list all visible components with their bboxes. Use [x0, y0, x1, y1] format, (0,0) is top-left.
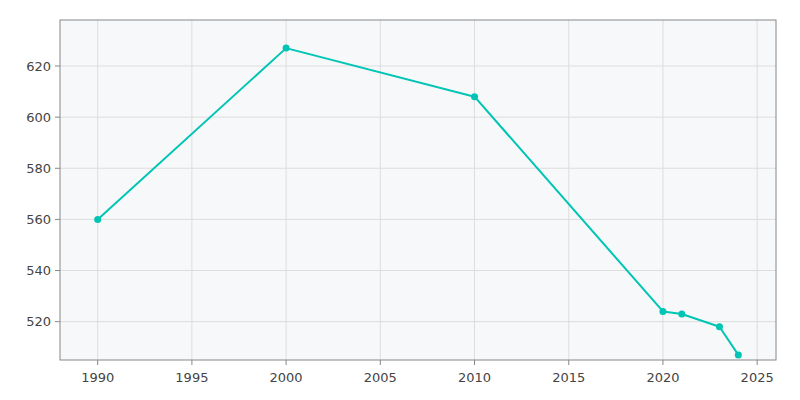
point	[94, 216, 101, 223]
y-tick-label: 540	[26, 263, 51, 278]
point	[659, 308, 666, 315]
y-tick	[55, 321, 60, 322]
y-grid-line	[60, 66, 776, 67]
x-grid-line	[286, 20, 287, 360]
line	[98, 48, 739, 355]
y-grid-line	[60, 270, 776, 271]
x-grid-line	[380, 20, 381, 360]
y-tick-label: 580	[26, 161, 51, 176]
chart-container: 1990 1995 2000 2005 2010 2015 2020 2025 520 540 56…	[0, 0, 800, 400]
tick-labels: 1990 1995 2000 2005 2010 2015 2020 2025 520 540 56…	[26, 59, 774, 385]
y-tick	[55, 168, 60, 169]
x-tick-label: 2020	[646, 370, 679, 385]
x-tick-label: 2005	[364, 370, 397, 385]
y-grid-line	[60, 168, 776, 169]
point	[735, 351, 742, 358]
x-tick	[568, 360, 569, 365]
x-tick	[662, 360, 663, 365]
x-grid-line	[474, 20, 475, 360]
y-grid-line	[60, 321, 776, 322]
x-grid-line	[97, 20, 98, 360]
y-tick-label: 560	[26, 212, 51, 227]
x-tick-label: 2025	[741, 370, 774, 385]
y-tick-label: 520	[26, 314, 51, 329]
y-tick	[55, 66, 60, 67]
grid	[55, 20, 776, 365]
plot-background	[60, 20, 776, 360]
x-grid-line	[191, 20, 192, 360]
point	[471, 93, 478, 100]
point	[283, 45, 290, 52]
y-tick	[55, 270, 60, 271]
x-tick	[97, 360, 98, 365]
x-tick-label: 1995	[175, 370, 208, 385]
x-tick-label: 2000	[270, 370, 303, 385]
y-grid-line	[60, 117, 776, 118]
x-tick	[286, 360, 287, 365]
point	[716, 323, 723, 330]
y-grid-line	[60, 219, 776, 220]
x-grid-line	[757, 20, 758, 360]
x-tick	[757, 360, 758, 365]
x-tick-label: 1990	[81, 370, 114, 385]
y-tick	[55, 219, 60, 220]
x-tick	[474, 360, 475, 365]
series	[94, 45, 742, 359]
plot-frame	[60, 20, 776, 360]
x-grid-line	[568, 20, 569, 360]
x-tick	[191, 360, 192, 365]
y-tick	[55, 117, 60, 118]
chart-svg: 1990 1995 2000 2005 2010 2015 2020 2025 520 540 56…	[0, 0, 800, 400]
point	[678, 310, 685, 317]
y-tick-label: 620	[26, 59, 51, 74]
y-tick-label: 600	[26, 110, 51, 125]
x-tick-label: 2015	[552, 370, 585, 385]
x-tick-label: 2010	[458, 370, 491, 385]
x-tick	[380, 360, 381, 365]
